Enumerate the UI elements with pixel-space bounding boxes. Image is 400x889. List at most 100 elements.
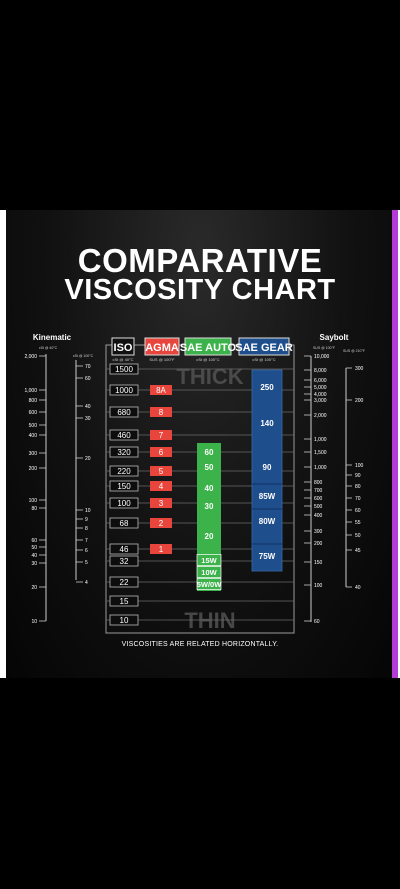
sae-auto-value: 10W — [201, 568, 217, 577]
right-inner-tick-label: 700 — [314, 488, 323, 494]
left-inner-tick-label: 40 — [85, 404, 91, 410]
left-inner-tick-label: 20 — [85, 456, 91, 462]
right-inner-tick-label: 5,000 — [314, 385, 327, 391]
column-subheader: cSt @ 100°C — [252, 357, 275, 362]
left-outer-tick-label: 30 — [31, 561, 37, 567]
left-inner-tick-label: 60 — [85, 376, 91, 382]
right-inner-tick-label: 1,000 — [314, 465, 327, 471]
right-axis-sub-outer: SUS @ 210°F — [343, 349, 365, 353]
right-inner-tick-label: 60 — [314, 619, 320, 625]
agma-box — [150, 385, 172, 395]
iso-value: 32 — [120, 557, 129, 566]
agma-value: 3 — [159, 499, 164, 508]
agma-value: 4 — [159, 482, 164, 491]
column-header: SAE GEAR — [235, 342, 293, 354]
sae-auto-cell — [196, 554, 222, 566]
right-inner-tick-label: 200 — [314, 541, 323, 547]
iso-value: 1000 — [115, 386, 133, 395]
iso-value: 150 — [117, 482, 131, 491]
column-subheader: cSt @ 40°C — [113, 357, 134, 362]
iso-box — [109, 555, 139, 567]
right-outer-tick-label: 60 — [355, 508, 361, 514]
iso-box — [109, 614, 139, 626]
agma-box — [150, 407, 172, 417]
right-inner-tick-label: 8,000 — [314, 368, 327, 374]
column-subheader: cSt @ 100°C — [196, 357, 219, 362]
left-axis-sub-outer: cSt @ 40°C — [39, 346, 58, 350]
agma-value: 5 — [159, 467, 164, 476]
iso-value: 15 — [120, 597, 129, 606]
right-inner-tick-label: 600 — [314, 496, 323, 502]
agma-box — [150, 481, 172, 491]
right-axis-sub-inner: SUS @ 100°F — [313, 346, 335, 350]
left-inner-tick-label: 7 — [85, 538, 88, 544]
left-outer-tick-label: 60 — [31, 538, 37, 544]
left-outer-tick-label: 300 — [29, 451, 38, 457]
column-subheader: SUS @ 100°F — [149, 357, 175, 362]
right-axis-title: Saybolt — [320, 333, 349, 342]
sae-auto-value: 40 — [205, 484, 214, 493]
right-inner-tick-label: 800 — [314, 480, 323, 486]
iso-box — [109, 517, 139, 529]
sae-gear-value: 90 — [263, 463, 272, 472]
right-inner-tick-label: 1,000 — [314, 437, 327, 443]
iso-value: 680 — [117, 408, 131, 417]
right-outer-tick-label: 40 — [355, 585, 361, 591]
iso-box — [109, 595, 139, 607]
sae-auto-value: 5W/0W — [197, 580, 223, 589]
sae-auto-value: 30 — [205, 502, 214, 511]
left-outer-tick-label: 100 — [29, 498, 38, 504]
column-header: AGMA — [145, 342, 179, 354]
iso-value: 320 — [117, 448, 131, 457]
iso-box — [109, 429, 139, 441]
iso-value: 460 — [117, 431, 131, 440]
sae-gear-value: 75W — [259, 552, 276, 561]
chart-title: COMPARATIVE — [77, 242, 323, 279]
left-outer-tick-label: 800 — [29, 398, 38, 404]
iso-value: 68 — [120, 519, 129, 528]
right-inner-tick-label: 500 — [314, 504, 323, 510]
agma-value: 6 — [159, 448, 164, 457]
column-header: SAE AUTO — [180, 342, 237, 354]
iso-box — [109, 446, 139, 458]
sae-auto-cell — [196, 578, 222, 590]
agma-value: 1 — [159, 545, 164, 554]
left-axis-title: Kinematic — [33, 333, 72, 342]
agma-box — [150, 466, 172, 476]
iso-box — [109, 406, 139, 418]
sae-gear-bar — [251, 369, 283, 572]
agma-box — [150, 447, 172, 457]
right-inner-tick-label: 10,000 — [314, 354, 330, 360]
left-inner-tick-label: 70 — [85, 364, 91, 370]
iso-box — [109, 480, 139, 492]
iso-value: 1500 — [115, 365, 133, 374]
right-inner-tick-label: 150 — [314, 560, 323, 566]
right-inner-tick-label: 2,000 — [314, 413, 327, 419]
right-outer-tick-label: 200 — [355, 398, 364, 404]
column-header-box — [111, 337, 135, 356]
left-outer-tick-label: 400 — [29, 433, 38, 439]
left-outer-tick-label: 500 — [29, 423, 38, 429]
left-inner-tick-label: 9 — [85, 517, 88, 523]
chart-stage: COMPARATIVE VISCOSITY CHART THICK THIN ISO… — [6, 210, 394, 678]
right-outer-tick-label: 80 — [355, 484, 361, 490]
iso-box — [109, 543, 139, 555]
accent-edge — [392, 210, 398, 678]
chart-title-line2: VISCOSITY CHART — [64, 274, 336, 306]
right-outer-tick-label: 90 — [355, 473, 361, 479]
iso-value: 220 — [117, 467, 131, 476]
left-inner-tick-label: 30 — [85, 416, 91, 422]
iso-box — [109, 384, 139, 396]
left-outer-tick-label: 50 — [31, 545, 37, 551]
right-outer-tick-label: 45 — [355, 548, 361, 554]
right-outer-tick-label: 55 — [355, 520, 361, 526]
iso-box — [109, 497, 139, 509]
right-inner-tick-label: 6,000 — [314, 378, 327, 384]
sae-gear-value: 140 — [260, 419, 274, 428]
left-outer-tick-label: 2,000 — [24, 354, 37, 360]
chart-svg: THICK THIN ISO cSt @ 40°C AGMA SUS @ 100°F SAE… — [24, 333, 365, 648]
left-inner-tick-label: 5 — [85, 560, 88, 566]
left-axis-sub-inner: cSt @ 100°C — [73, 354, 94, 358]
left-outer-tick-label: 600 — [29, 410, 38, 416]
left-outer-tick-label: 20 — [31, 585, 37, 591]
